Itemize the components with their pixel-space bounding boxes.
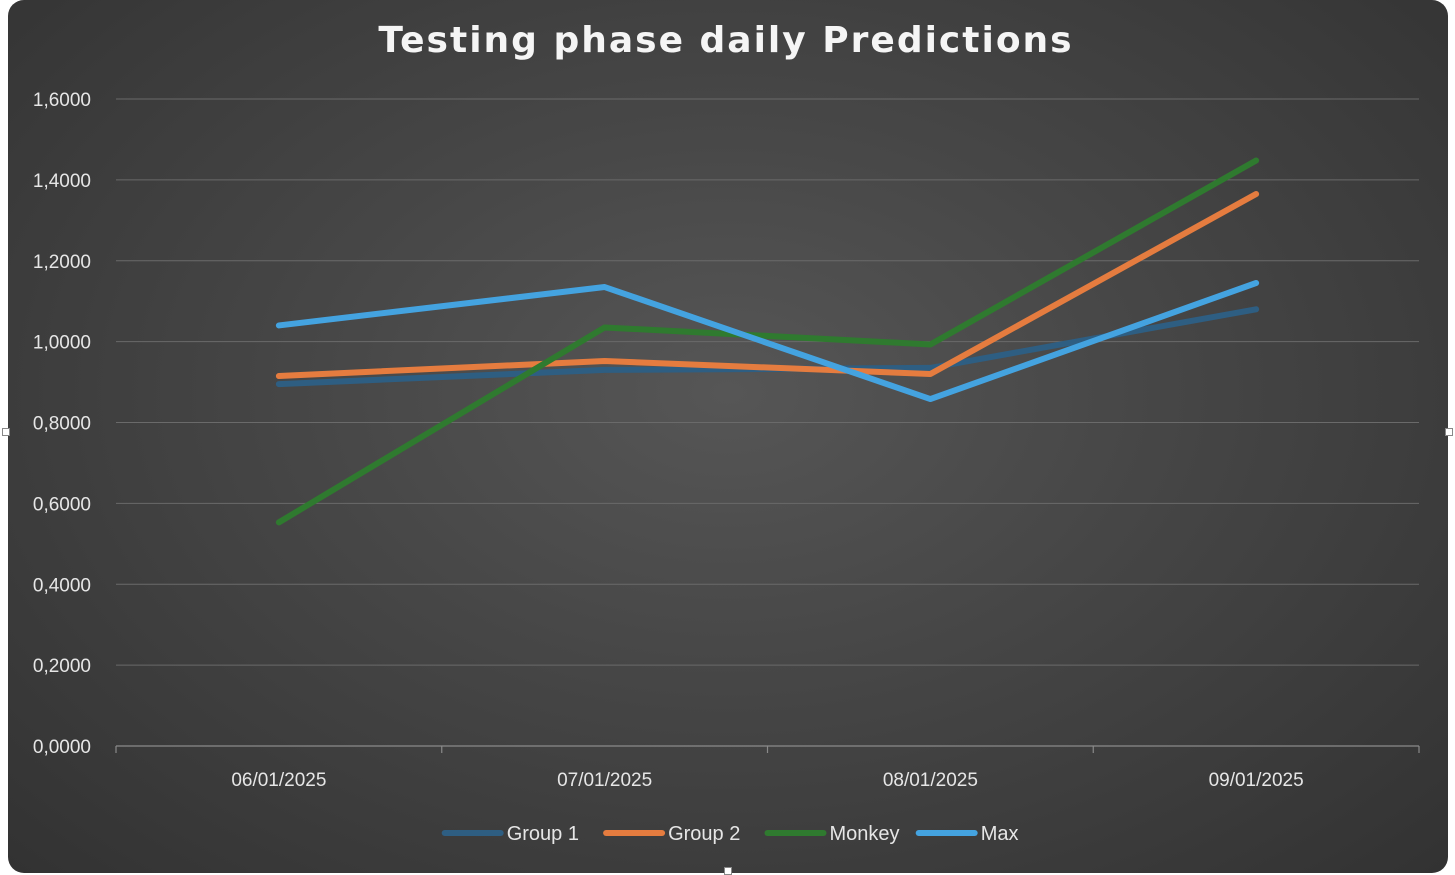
legend-item-group-1[interactable]: Group 1 — [441, 823, 579, 845]
y-tick-label: 0,4000 — [33, 575, 91, 596]
y-tick-label: 1,6000 — [33, 90, 91, 111]
series-line-max — [275, 279, 1260, 403]
x-tick-label: 08/01/2025 — [883, 770, 978, 791]
x-tick-label: 09/01/2025 — [1209, 770, 1304, 791]
resize-handle-right[interactable] — [1445, 428, 1453, 436]
series-line-group-2 — [275, 191, 1260, 379]
y-axis-labels: 0,0000 0,2000 0,4000 0,6000 0,8000 1,0000 1,20… — [33, 90, 91, 758]
chart-area: Testing phase daily Predictions 0,0000 0,… — [8, 0, 1448, 873]
legend-label: Group 1 — [507, 823, 579, 845]
legend-label: Monkey — [830, 823, 900, 845]
y-tick-label: 1,2000 — [33, 252, 91, 273]
chart-title: Testing phase daily Predictions — [378, 20, 1073, 61]
x-axis-labels: 06/01/2025 07/01/2025 08/01/2025 09/01/2025 — [231, 770, 1303, 791]
legend-item-max[interactable]: Max — [915, 823, 1019, 845]
legend-item-monkey[interactable]: Monkey — [764, 823, 900, 845]
y-tick-label: 0,2000 — [33, 656, 91, 677]
series-line-group-1 — [275, 306, 1260, 388]
legend-label: Group 2 — [668, 823, 740, 845]
legend-label: Max — [981, 823, 1019, 845]
y-tick-label: 1,4000 — [33, 171, 91, 192]
y-tick-label: 1,0000 — [33, 333, 91, 354]
legend-item-group-2[interactable]: Group 2 — [603, 823, 740, 845]
x-tick-label: 07/01/2025 — [557, 770, 652, 791]
y-tick-label: 0,6000 — [33, 494, 91, 515]
series-lines — [275, 157, 1260, 526]
resize-handle-bottom[interactable] — [724, 867, 732, 875]
line-chart: Testing phase daily Predictions 0,00000,… — [33, 20, 1420, 845]
legend[interactable]: Group 1 Group 2 Monkey Max — [441, 823, 1019, 845]
y-tick-label: 0,8000 — [33, 414, 91, 435]
resize-handle-left[interactable] — [2, 428, 10, 436]
y-tick-label: 0,0000 — [33, 737, 91, 758]
series-line-monkey — [275, 157, 1260, 526]
x-axis — [115, 745, 1420, 753]
x-tick-label: 06/01/2025 — [231, 770, 326, 791]
